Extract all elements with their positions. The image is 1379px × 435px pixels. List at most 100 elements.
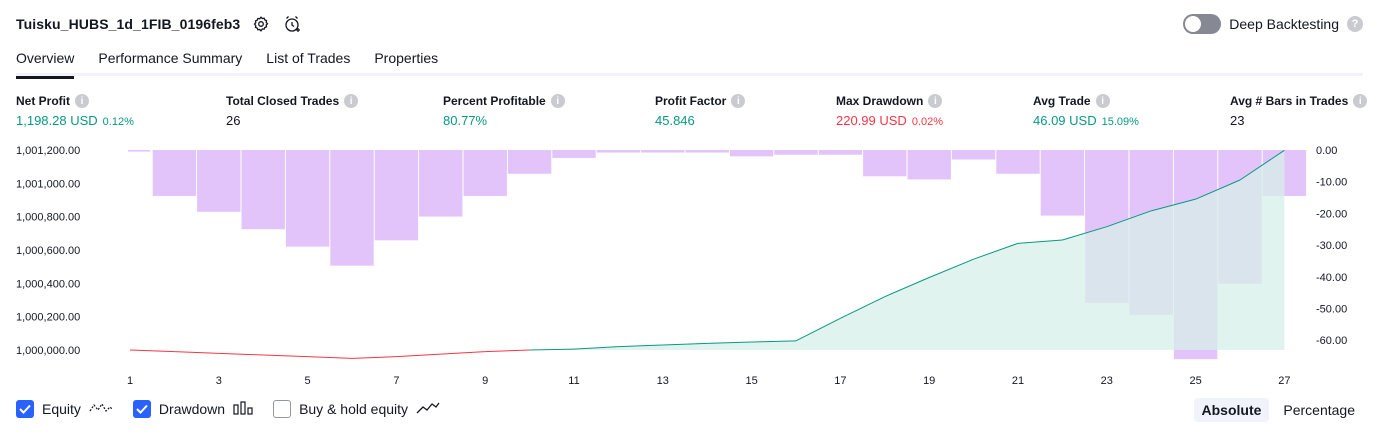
- metric-value: 1,198.28 USD: [16, 113, 98, 128]
- chart-legend: Equity Drawdown Buy & hold equity: [16, 400, 440, 418]
- equity-line-segment: [1151, 198, 1196, 212]
- left-axis-tick-label: 1,000,800.00: [16, 212, 80, 224]
- metric-profit-factor: Profit Factor i 45.846: [655, 94, 746, 128]
- metric-label: Total Closed Trades: [226, 94, 340, 108]
- metric-label: Avg Trade: [1033, 94, 1091, 108]
- equity-line-segment: [751, 340, 797, 343]
- right-axis-tick-label: -50.00: [1316, 303, 1347, 315]
- equity-line-segment: [573, 346, 619, 350]
- equity-line-segment: [1106, 210, 1152, 228]
- metric-value: 220.99 USD: [836, 113, 907, 128]
- info-icon[interactable]: i: [1353, 94, 1368, 108]
- equity-line-segment: [1017, 239, 1063, 244]
- info-icon[interactable]: i: [1095, 94, 1110, 108]
- info-icon[interactable]: i: [344, 94, 359, 108]
- drawdown-bar: [507, 150, 552, 174]
- x-axis-tick-label: 9: [482, 375, 488, 387]
- drawdown-bar: [374, 150, 419, 241]
- equity-line-segment: [485, 349, 530, 353]
- left-axis-tick-label: 1,001,000.00: [16, 178, 80, 190]
- drawdown-bar: [774, 150, 818, 155]
- x-axis-tick-label: 19: [923, 375, 935, 387]
- metric-total-closed-trades: Total Closed Trades i 26: [226, 94, 359, 128]
- equity-line-segment: [1239, 149, 1285, 181]
- equity-line-segment: [263, 354, 308, 358]
- tab-overview[interactable]: Overview: [16, 44, 75, 79]
- legend-buy-hold[interactable]: Buy & hold equity: [273, 400, 440, 418]
- metric-value: 26: [226, 113, 241, 128]
- legend-equity[interactable]: Equity: [16, 400, 113, 418]
- drawdown-bar: [729, 150, 774, 157]
- equity-line-segment: [840, 296, 886, 319]
- drawdown-bar: [128, 150, 150, 152]
- equity-line-segment: [662, 342, 708, 346]
- drawdown-bar: [285, 150, 330, 247]
- drawdown-bar: [197, 150, 241, 212]
- drawdown-bar: [463, 150, 507, 196]
- right-axis-tick-label: -10.00: [1316, 177, 1347, 189]
- drawdown-bar: [330, 150, 374, 266]
- drawdown-bar: [818, 150, 863, 155]
- legend-drawdown[interactable]: Drawdown: [132, 400, 253, 418]
- left-axis-tick-label: 1,000,200.00: [16, 312, 80, 324]
- equity-line-segment: [618, 344, 663, 348]
- tab-performance-summary[interactable]: Performance Summary: [98, 50, 243, 66]
- tab-list-of-trades[interactable]: List of Trades: [266, 50, 351, 66]
- drawdown-bar: [241, 150, 285, 230]
- info-icon[interactable]: i: [731, 94, 746, 108]
- x-axis-tick-label: 13: [657, 375, 669, 387]
- x-axis-tick-label: 23: [1101, 375, 1113, 387]
- drawdown-bar: [641, 150, 685, 153]
- percentage-button[interactable]: Percentage: [1283, 402, 1355, 418]
- equity-line-segment: [795, 317, 841, 342]
- metric-label: Max Drawdown: [836, 94, 924, 108]
- buy-hold-checkbox[interactable]: [273, 400, 292, 418]
- metric-percent-profitable: Percent Profitable i 80.77%: [443, 94, 565, 128]
- absolute-button[interactable]: Absolute: [1193, 398, 1270, 422]
- help-icon[interactable]: ?: [1347, 16, 1363, 32]
- equity-line-icon: [89, 401, 113, 418]
- equity-drawdown-chart: 1,001,200.00 1,001,000.00 1,000,800.00 1,00…: [16, 145, 1347, 387]
- drawdown-bar: [552, 150, 596, 158]
- drawdown-bar: [1040, 150, 1085, 216]
- metrics-row: Net Profit i 1,198.28 USD 0.12% Total Clos…: [16, 94, 1368, 130]
- drawdown-bar: [685, 150, 729, 153]
- drawdown-bar: [152, 150, 197, 196]
- metric-sub-value: 0.12%: [102, 116, 134, 128]
- deep-backtesting-toggle[interactable]: [1183, 14, 1222, 34]
- info-icon[interactable]: i: [928, 94, 943, 108]
- equity-line-segment: [973, 242, 1019, 260]
- metric-avg-trade: Avg Trade i 46.09 USD 15.09%: [1033, 94, 1139, 128]
- equity-line-segment: [1062, 226, 1107, 241]
- metric-value: 46.09 USD: [1033, 113, 1097, 128]
- equity-line-segment: [307, 356, 353, 359]
- equity-checkbox[interactable]: [16, 400, 34, 418]
- metric-label: Net Profit: [16, 94, 70, 108]
- equity-line-segment: [1195, 179, 1241, 200]
- equity-line-segment: [529, 348, 575, 351]
- metric-label: Avg # Bars in Trades: [1230, 94, 1349, 108]
- metric-value: 80.77%: [443, 113, 488, 128]
- tab-properties[interactable]: Properties: [374, 50, 439, 66]
- left-axis-tick-label: 1,000,400.00: [16, 278, 80, 290]
- left-axis-tick-label: 1,001,200.00: [16, 145, 80, 157]
- buy-hold-line-icon: [416, 401, 440, 418]
- equity-label: Equity: [42, 401, 81, 417]
- info-icon[interactable]: i: [75, 94, 89, 108]
- drawdown-bar: [996, 150, 1040, 174]
- drawdown-bars-icon: [233, 400, 253, 418]
- metric-value: 23: [1230, 113, 1245, 128]
- add-alert-clock-icon[interactable]: [282, 13, 304, 35]
- drawdown-label: Drawdown: [158, 401, 226, 417]
- equity-line-segment: [440, 351, 486, 355]
- right-axis-tick-label: -20.00: [1316, 208, 1347, 220]
- x-axis-tick-label: 3: [216, 375, 222, 387]
- equity-line-segment: [218, 352, 264, 356]
- deep-backtesting-label: Deep Backtesting: [1229, 16, 1339, 32]
- deep-backtesting: Deep Backtesting ?: [1183, 12, 1363, 36]
- metric-max-drawdown: Max Drawdown i 220.99 USD 0.02%: [836, 94, 943, 128]
- drawdown-checkbox[interactable]: [132, 400, 151, 418]
- settings-icon[interactable]: [250, 13, 272, 35]
- info-icon[interactable]: i: [550, 94, 565, 108]
- x-axis-tick-label: 1: [127, 375, 133, 387]
